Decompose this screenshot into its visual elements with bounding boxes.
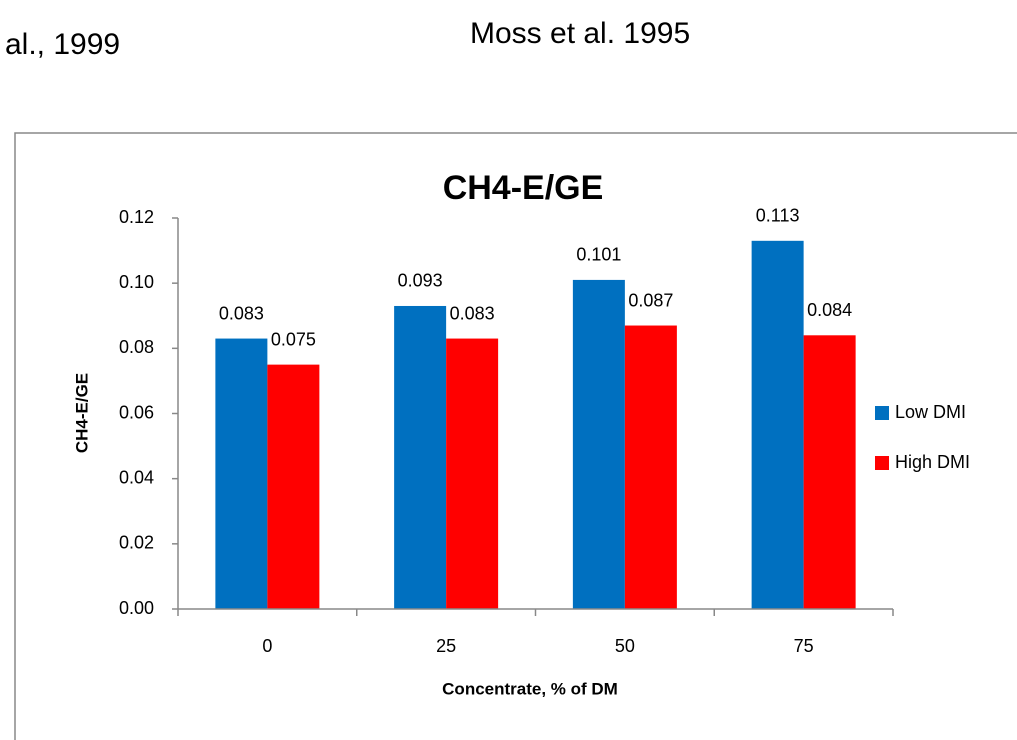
bar	[267, 364, 320, 609]
data-label: 0.113	[756, 206, 800, 226]
legend-swatch	[875, 406, 889, 420]
legend-swatch	[875, 456, 889, 470]
bar	[624, 325, 677, 609]
data-label: 0.101	[576, 245, 621, 265]
y-tick-label: 0.00	[119, 598, 154, 618]
x-tick-label: 50	[615, 636, 635, 656]
left-caption: al., 1999	[5, 28, 120, 61]
bar	[394, 305, 447, 609]
data-label: 0.093	[398, 271, 443, 291]
x-tick-label: 75	[794, 636, 814, 656]
chart-frame	[14, 132, 1017, 740]
right-caption: Moss et al. 1995	[470, 17, 690, 50]
bar	[215, 338, 268, 609]
x-axis-title: Concentrate, % of DM	[442, 679, 618, 698]
data-label: 0.083	[219, 303, 264, 323]
bar	[803, 335, 856, 609]
legend-label: High DMI	[895, 452, 970, 472]
bar	[446, 338, 499, 609]
data-label: 0.083	[450, 303, 495, 323]
x-tick-label: 25	[436, 636, 456, 656]
x-tick-label: 0	[262, 636, 272, 656]
y-tick-label: 0.10	[119, 272, 154, 292]
data-label: 0.084	[807, 300, 852, 320]
y-tick-label: 0.02	[119, 533, 154, 553]
y-tick-label: 0.08	[119, 337, 154, 357]
chart-title: CH4-E/GE	[443, 169, 604, 207]
y-tick-label: 0.06	[119, 402, 154, 422]
legend-label: Low DMI	[895, 402, 966, 422]
data-label: 0.075	[271, 329, 316, 349]
bar	[572, 279, 625, 609]
y-tick-label: 0.12	[119, 207, 154, 227]
y-axis-title: CH4-E/GE	[72, 373, 91, 453]
y-tick-label: 0.04	[119, 467, 154, 487]
bar	[751, 240, 804, 609]
data-label: 0.087	[628, 290, 673, 310]
